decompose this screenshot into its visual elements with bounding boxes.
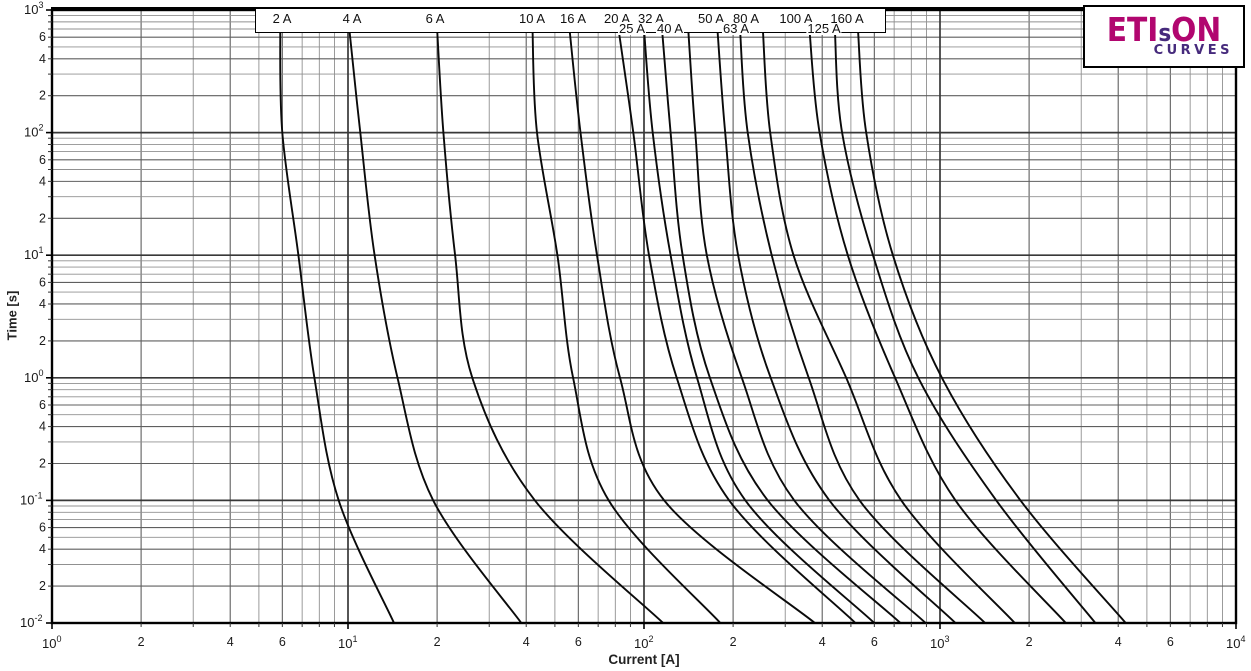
y-axis-tick-label: 4 bbox=[39, 420, 46, 434]
y-axis-tick-label: 2 bbox=[39, 89, 46, 103]
y-axis-tick-label: 6 bbox=[39, 275, 46, 289]
brand-logo-curves: CURVES bbox=[1153, 43, 1233, 58]
brand-logo-on: ON bbox=[1171, 10, 1222, 49]
y-axis-tick-label: 2 bbox=[39, 211, 46, 225]
curve-25-a bbox=[643, 28, 876, 623]
x-axis-tick-label: 6 bbox=[871, 635, 878, 649]
y-axis-tick-label: 101 bbox=[24, 245, 43, 262]
y-axis-tick-label: 6 bbox=[39, 30, 46, 44]
y-axis-tick-label: 102 bbox=[24, 123, 43, 140]
brand-logo-s: s bbox=[1158, 19, 1172, 47]
x-axis-tick-label: 104 bbox=[1226, 634, 1245, 651]
y-axis-tick-label: 4 bbox=[39, 52, 46, 66]
curve-label-4a: 4 A bbox=[342, 11, 362, 26]
curve-label-100a: 100 A bbox=[779, 11, 813, 26]
curve-ratings-legend: 2 A 4 A 6 A 10 A 16 A 20 A 25 A 32 A 40 A 50 A 63 … bbox=[255, 8, 886, 36]
x-axis-tick-label: 2 bbox=[138, 635, 145, 649]
y-axis-tick-label: 10-2 bbox=[20, 613, 42, 630]
x-axis-tick-label: 103 bbox=[930, 634, 949, 651]
curve-label-40a: 40 A bbox=[655, 21, 685, 36]
curve-4-a bbox=[348, 28, 523, 623]
curve-label-25a: 25 A bbox=[617, 21, 647, 36]
curve-label-50a: 50 A bbox=[697, 11, 725, 26]
curve-label-32a: 32 A bbox=[637, 11, 665, 26]
brand-logo-main: ETIsON bbox=[1085, 13, 1243, 46]
brand-logo: ETIsON CURVES bbox=[1083, 5, 1245, 68]
curve-50-a bbox=[716, 28, 957, 623]
curve-100-a bbox=[808, 28, 1067, 623]
y-axis-tick-label: 2 bbox=[39, 334, 46, 348]
x-axis-tick-label: 6 bbox=[1167, 635, 1174, 649]
y-axis-tick-label: 100 bbox=[24, 368, 43, 385]
x-axis-tick-label: 6 bbox=[279, 635, 286, 649]
curve-10-a bbox=[531, 28, 722, 623]
y-axis-tick-label: 6 bbox=[39, 153, 46, 167]
y-axis-tick-label: 6 bbox=[39, 521, 46, 535]
curve-32-a bbox=[661, 28, 902, 623]
x-axis-tick-label: 2 bbox=[730, 635, 737, 649]
x-axis-tick-label: 4 bbox=[227, 635, 234, 649]
curve-40-a bbox=[687, 28, 927, 623]
x-axis-tick-label: 4 bbox=[523, 635, 530, 649]
curve-16-a bbox=[568, 28, 816, 623]
curve-80-a bbox=[761, 28, 1016, 623]
x-axis-tick-label: 2 bbox=[1026, 635, 1033, 649]
y-axis-tick-label: 2 bbox=[39, 579, 46, 593]
curve-125-a bbox=[833, 28, 1097, 623]
y-axis-tick-label: 4 bbox=[39, 542, 46, 556]
x-axis-tick-label: 100 bbox=[42, 634, 61, 651]
y-axis-tick-label: 6 bbox=[39, 398, 46, 412]
curve-label-10a: 10 A bbox=[518, 11, 546, 26]
curve-2-a bbox=[279, 28, 395, 623]
curve-20-a bbox=[617, 28, 857, 623]
x-axis-tick-label: 102 bbox=[634, 634, 653, 651]
brand-logo-eti: ETI bbox=[1106, 10, 1159, 49]
curve-label-63a: 63 A bbox=[721, 21, 751, 36]
y-axis-tick-label: 2 bbox=[39, 456, 46, 470]
curve-label-16a: 16 A bbox=[559, 11, 587, 26]
curve-160-a bbox=[856, 28, 1127, 623]
y-axis-title: Time [s] bbox=[4, 290, 20, 341]
y-axis-tick-label: 103 bbox=[24, 0, 43, 17]
curve-6-a bbox=[436, 28, 665, 623]
x-axis-tick-label: 2 bbox=[434, 635, 441, 649]
y-axis-tick-label: 4 bbox=[39, 297, 46, 311]
x-axis-tick-label: 4 bbox=[1115, 635, 1122, 649]
curve-63-a bbox=[739, 28, 987, 623]
x-axis-tick-label: 4 bbox=[819, 635, 826, 649]
x-axis-title: Current [A] bbox=[608, 652, 680, 667]
y-axis-tick-label: 4 bbox=[39, 174, 46, 188]
y-axis-tick-label: 10-1 bbox=[20, 490, 42, 507]
curve-label-80a: 80 A bbox=[732, 11, 760, 26]
curve-label-20a: 20 A bbox=[603, 11, 631, 26]
curve-label-2a: 2 A bbox=[272, 11, 292, 26]
x-axis-tick-label: 101 bbox=[338, 634, 357, 651]
curve-label-6a: 6 A bbox=[425, 11, 445, 26]
curve-label-160a: 160 A bbox=[830, 11, 864, 26]
curve-label-125a: 125 A bbox=[806, 21, 842, 36]
x-axis-tick-label: 6 bbox=[575, 635, 582, 649]
